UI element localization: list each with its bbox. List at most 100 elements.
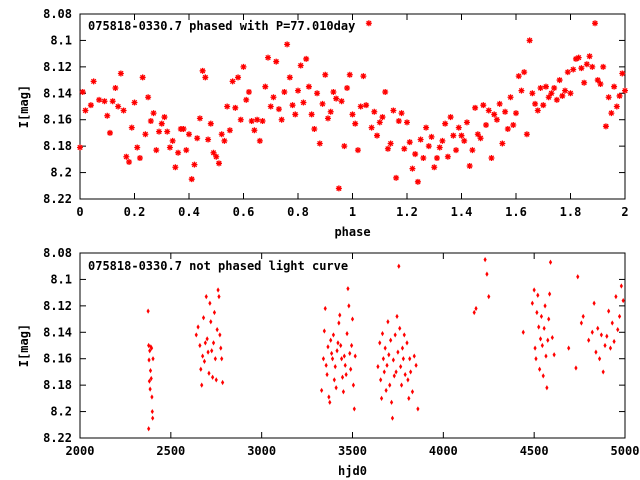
data-point xyxy=(472,104,479,111)
data-point xyxy=(186,131,192,138)
data-point xyxy=(507,94,514,101)
data-point xyxy=(204,294,208,300)
x-tick-label: 1.8 xyxy=(560,205,582,219)
x-tick-label: 2 xyxy=(621,205,628,219)
data-point xyxy=(220,356,224,362)
data-point xyxy=(79,88,86,95)
data-point xyxy=(474,305,478,312)
data-point xyxy=(172,164,179,171)
data-point xyxy=(483,122,490,128)
data-point xyxy=(381,356,385,362)
data-point xyxy=(581,313,585,320)
data-point xyxy=(401,356,405,362)
data-point xyxy=(399,382,404,388)
data-point xyxy=(540,342,544,349)
data-point xyxy=(332,377,336,383)
data-point xyxy=(433,155,440,162)
data-point xyxy=(303,55,310,62)
data-point xyxy=(616,92,623,99)
y-tick-label: 8.14 xyxy=(43,325,72,339)
data-point xyxy=(156,128,163,135)
data-point xyxy=(586,53,593,60)
data-point xyxy=(384,145,391,152)
data-point xyxy=(214,377,218,383)
data-point xyxy=(322,71,329,78)
x-tick-label: 1 xyxy=(349,205,356,219)
data-point xyxy=(354,147,361,154)
data-point xyxy=(380,331,385,337)
x-tick-label: 5000 xyxy=(611,444,640,458)
data-point xyxy=(521,329,525,335)
data-point xyxy=(541,373,545,379)
data-point xyxy=(594,349,598,355)
x-axis-label: phase xyxy=(334,225,370,239)
data-point xyxy=(412,353,416,359)
data-point xyxy=(407,395,411,401)
data-point xyxy=(431,164,438,171)
data-point xyxy=(183,147,190,154)
data-point xyxy=(592,300,596,306)
data-point xyxy=(201,315,206,321)
data-point xyxy=(548,90,555,97)
data-point xyxy=(605,333,609,339)
data-point xyxy=(203,340,207,346)
data-point xyxy=(589,63,596,70)
data-point xyxy=(535,309,539,316)
data-point xyxy=(376,364,380,370)
data-point xyxy=(390,415,395,421)
x-tick-label: 0.8 xyxy=(287,205,309,219)
data-point xyxy=(480,102,487,109)
data-point xyxy=(622,87,628,94)
data-point xyxy=(365,20,372,27)
data-point xyxy=(147,426,151,432)
y-tick-label: 8.2 xyxy=(50,405,72,419)
data-point xyxy=(581,79,588,86)
data-point xyxy=(390,107,397,114)
data-point xyxy=(146,308,150,314)
data-point xyxy=(600,63,607,70)
data-point xyxy=(128,124,135,131)
chart-title: 075818-0330.7 not phased light curve xyxy=(88,259,348,273)
data-point xyxy=(349,342,354,349)
data-point xyxy=(87,102,94,109)
data-point xyxy=(316,140,323,147)
data-point xyxy=(532,287,536,293)
data-point xyxy=(213,153,220,160)
data-point xyxy=(341,143,348,150)
data-point xyxy=(546,337,550,343)
data-point xyxy=(295,87,301,94)
data-point xyxy=(605,94,612,101)
data-point xyxy=(504,125,511,132)
data-point xyxy=(327,394,331,400)
data-point xyxy=(199,67,206,74)
data-point xyxy=(148,368,153,374)
data-point xyxy=(455,124,462,131)
data-point xyxy=(450,132,457,139)
data-point xyxy=(458,132,465,139)
data-point xyxy=(115,103,122,110)
data-point xyxy=(297,62,304,69)
data-point xyxy=(226,127,233,134)
data-point xyxy=(510,122,517,128)
data-point xyxy=(391,357,395,363)
data-point xyxy=(385,362,389,368)
data-point xyxy=(399,364,403,370)
data-point xyxy=(463,119,470,126)
data-point xyxy=(553,96,560,103)
data-point xyxy=(147,118,154,125)
y-tick-label: 8.12 xyxy=(43,299,72,313)
data-point xyxy=(254,116,261,123)
data-point xyxy=(579,320,583,326)
data-point xyxy=(150,394,154,400)
data-point xyxy=(526,37,533,44)
data-point xyxy=(414,178,421,185)
data-point xyxy=(210,149,217,156)
data-point xyxy=(270,94,277,101)
data-point xyxy=(243,96,250,103)
data-point xyxy=(472,309,476,316)
chart-title: 075818-0330.7 phased with P=77.010day xyxy=(88,19,355,33)
data-point xyxy=(453,147,460,154)
data-point xyxy=(104,112,111,119)
data-point xyxy=(338,312,342,318)
